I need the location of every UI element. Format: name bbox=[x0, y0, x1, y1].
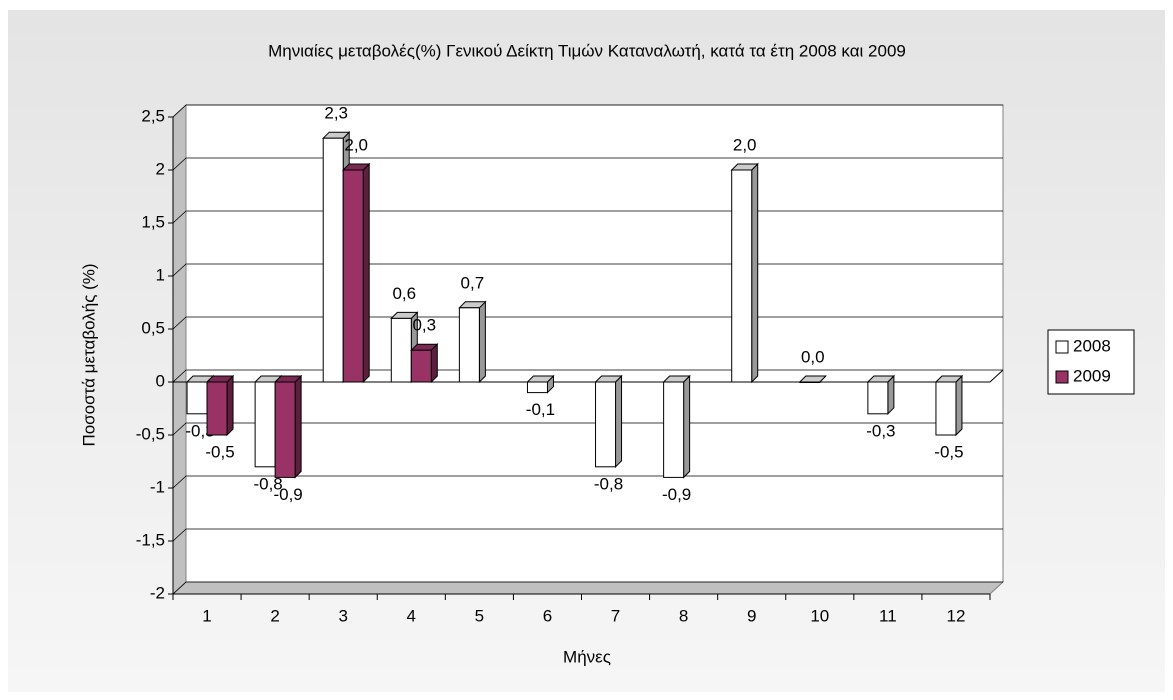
data-label: -0,9 bbox=[273, 485, 302, 504]
x-tick-label: 11 bbox=[879, 606, 897, 625]
bar bbox=[458, 307, 480, 383]
x-axis-label: Μήνες bbox=[563, 647, 611, 666]
y-tick-label: 0,5 bbox=[141, 318, 165, 337]
bar-side bbox=[294, 374, 302, 479]
grid-line bbox=[172, 104, 1003, 118]
data-label: 0,7 bbox=[461, 273, 485, 292]
data-label: -0,5 bbox=[205, 442, 234, 461]
x-tick-label: 7 bbox=[611, 606, 620, 625]
data-label: 0,3 bbox=[412, 316, 436, 335]
plot-wall bbox=[185, 104, 1004, 583]
bar bbox=[867, 381, 889, 415]
x-tick-label: 6 bbox=[543, 606, 552, 625]
bar bbox=[342, 169, 364, 383]
bar-side bbox=[226, 374, 234, 437]
data-label: 0,0 bbox=[801, 347, 825, 366]
bar bbox=[799, 381, 821, 383]
grid-line bbox=[172, 528, 1003, 542]
bar bbox=[663, 381, 685, 478]
y-tick-label: 1 bbox=[156, 265, 165, 284]
x-tick-label: 9 bbox=[747, 606, 756, 625]
bar bbox=[186, 381, 208, 415]
chart-title: Μηνιαίες μεταβολές(%) Γενικού Δείκτη Τιμ… bbox=[268, 41, 906, 60]
grid-line bbox=[172, 210, 1003, 224]
y-tick-label: -0,5 bbox=[136, 424, 165, 443]
bar bbox=[254, 381, 276, 468]
grid-line bbox=[172, 263, 1003, 277]
x-tick-label: 10 bbox=[810, 606, 829, 625]
x-tick-label: 5 bbox=[475, 606, 484, 625]
legend-swatch bbox=[1055, 370, 1069, 384]
bar-side bbox=[683, 374, 691, 479]
grid-line bbox=[172, 475, 1003, 489]
data-label: -0,5 bbox=[934, 442, 963, 461]
bar-side bbox=[362, 162, 370, 384]
bar bbox=[526, 381, 548, 394]
data-label: 2,3 bbox=[324, 104, 348, 123]
grid-line bbox=[172, 581, 1003, 595]
data-label: 0,6 bbox=[392, 284, 416, 303]
y-tick-label: -1,5 bbox=[136, 530, 165, 549]
bar-side bbox=[751, 162, 759, 384]
bar-side bbox=[615, 374, 623, 469]
bar bbox=[410, 349, 432, 383]
x-tick-label: 2 bbox=[270, 606, 279, 625]
y-tick-label: 0 bbox=[156, 371, 165, 390]
y-tick-label: -1 bbox=[150, 477, 165, 496]
y-tick-label: 2 bbox=[156, 159, 165, 178]
x-tick-label: 12 bbox=[946, 606, 965, 625]
data-label: 2,0 bbox=[344, 135, 368, 154]
grid-line bbox=[172, 422, 1003, 436]
x-tick-label: 8 bbox=[679, 606, 688, 625]
legend-label: 2008 bbox=[1073, 336, 1111, 355]
bar bbox=[731, 169, 753, 383]
bar-side bbox=[955, 374, 963, 437]
x-tick-label: 1 bbox=[202, 606, 211, 625]
bar bbox=[935, 381, 957, 436]
bar bbox=[322, 137, 344, 383]
data-label: -0,9 bbox=[662, 485, 691, 504]
legend-label: 2009 bbox=[1073, 366, 1111, 385]
grid-line bbox=[172, 157, 1003, 171]
plot-floor bbox=[171, 581, 1005, 595]
legend-swatch bbox=[1055, 340, 1069, 354]
plot-side-wall bbox=[172, 103, 187, 596]
bar bbox=[390, 317, 412, 383]
bar bbox=[206, 381, 228, 436]
y-axis-label: Ποσοστά μεταβολής (%) bbox=[79, 263, 98, 446]
data-label: -0,8 bbox=[594, 474, 623, 493]
y-tick-label: 1,5 bbox=[141, 212, 165, 231]
bar bbox=[274, 381, 296, 478]
y-tick-label: -2 bbox=[150, 583, 165, 602]
data-label: -0,3 bbox=[866, 421, 895, 440]
data-label: -0,8 bbox=[253, 474, 282, 493]
data-label: 2,0 bbox=[733, 135, 757, 154]
grid-line bbox=[172, 316, 1003, 330]
x-tick-label: 3 bbox=[338, 606, 347, 625]
grid-line bbox=[172, 369, 1003, 383]
y-tick-label: 2,5 bbox=[141, 106, 165, 125]
data-label: -0,1 bbox=[526, 400, 555, 419]
zero-line-back bbox=[989, 369, 1004, 383]
x-tick-label: 4 bbox=[407, 606, 416, 625]
bar bbox=[595, 381, 617, 468]
bar-side bbox=[478, 300, 486, 384]
